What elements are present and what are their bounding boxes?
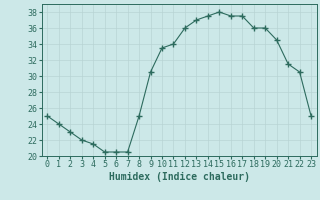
X-axis label: Humidex (Indice chaleur): Humidex (Indice chaleur) xyxy=(109,172,250,182)
